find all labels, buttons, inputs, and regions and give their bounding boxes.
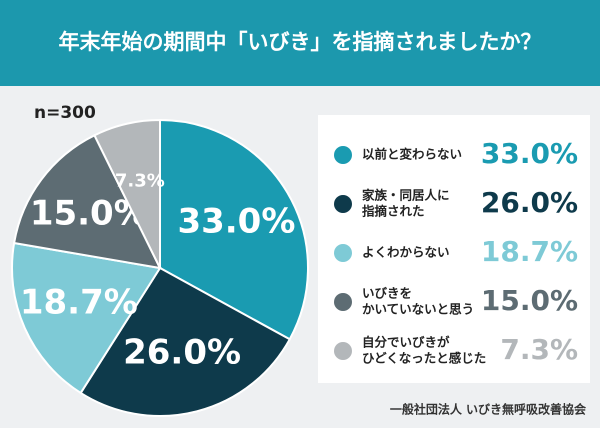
legend-box <box>318 115 590 383</box>
legend-value: 26.0% <box>481 186 578 219</box>
legend-swatch <box>334 244 352 262</box>
legend-value: 18.7% <box>481 235 578 268</box>
legend-swatch <box>334 293 352 311</box>
slice-label: 18.7% <box>20 283 138 323</box>
sample-size: n=300 <box>34 103 96 123</box>
chart-title: 年末年始の期間中「いびき」を指摘されましたか？ <box>59 30 542 54</box>
pie-slice <box>12 133 162 270</box>
legend-value: 33.0% <box>481 137 578 170</box>
legend-label: いびきを <box>362 286 412 301</box>
slice-label: 33.0% <box>177 201 295 241</box>
legend-label: 指摘された <box>362 204 425 219</box>
legend-label: 自分でいびきが <box>362 335 450 350</box>
legend-value: 15.0% <box>481 284 578 317</box>
pie-slice <box>159 118 309 341</box>
pie-slice <box>11 241 162 395</box>
legend-label: かいていないと思う <box>362 302 474 317</box>
header-band <box>0 0 600 86</box>
legend-swatch <box>334 195 352 213</box>
source: 一般社団法人 いびき無呼吸改善協会 <box>390 402 587 417</box>
pie-slice <box>79 266 292 417</box>
legend-value: 7.3% <box>500 333 578 366</box>
slice-label: 7.3% <box>115 171 165 192</box>
legend-label: よくわからない <box>362 245 450 260</box>
pie-slice <box>93 118 161 269</box>
legend-label: ひどくなったと感じた <box>362 351 486 366</box>
legend-swatch <box>334 342 352 360</box>
legend-label: 以前と変わらない <box>362 147 462 162</box>
legend-swatch <box>334 146 352 164</box>
legend-label: 家族・同居人に <box>362 188 450 203</box>
slice-label: 26.0% <box>123 333 241 373</box>
